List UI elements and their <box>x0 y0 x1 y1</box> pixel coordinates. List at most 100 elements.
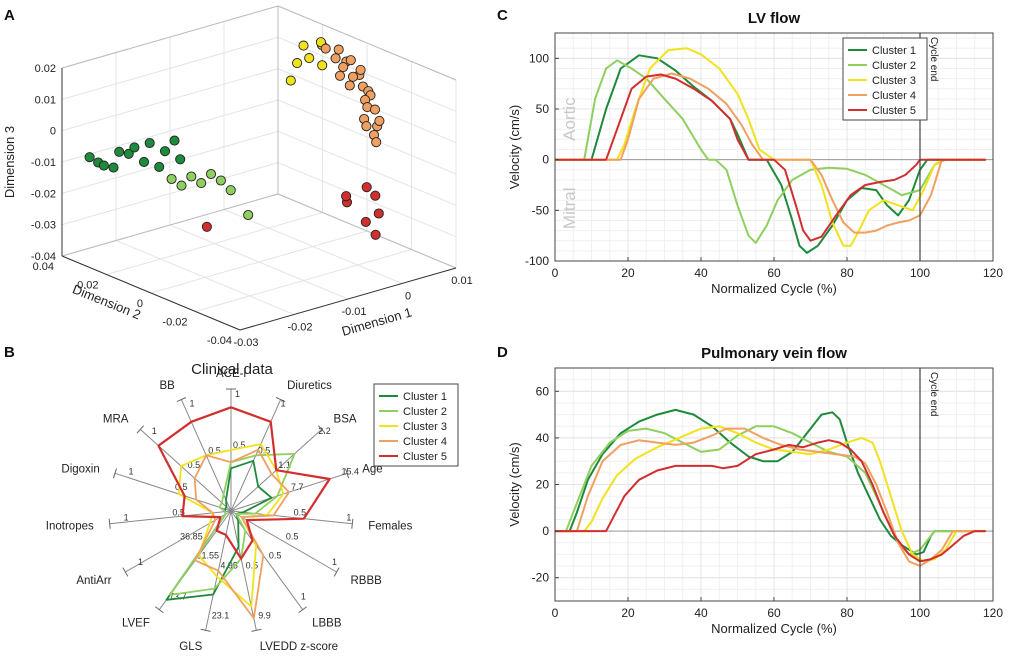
y-axis-label: Velocity (cm/s) <box>507 105 522 190</box>
legend-label-cluster-3: Cluster 3 <box>872 75 916 87</box>
y-tick-label: 0.02 <box>77 280 98 292</box>
panel-b-radar-chart: Clinical data 1 0.5 ACE-i 1 0.5 Diuretics 2.2 1.… <box>46 361 459 653</box>
y-tick-label: -20 <box>532 571 550 585</box>
scatter-point-cluster-4 <box>374 115 385 126</box>
radar-spoke-cap <box>112 468 117 479</box>
radar-spoke <box>114 472 232 512</box>
radar-axis-mid: 7.7 <box>291 482 304 492</box>
scatter-point-cluster-1 <box>84 152 95 163</box>
panel-d-pulmonary-vein-chart: Cycle end 0 20 40 60 80 100 120 -20 0 20 40 60 Pulmon… <box>507 345 1003 636</box>
x-tick-label: 80 <box>840 266 854 280</box>
radar-spoke-cap <box>345 468 350 479</box>
legend: Cluster 1 Cluster 2 Cluster 3 Cluster 4 Clus… <box>373 383 459 467</box>
x-tick-label: -0.03 <box>233 337 258 349</box>
y-axis-label: Dimension 2 <box>70 281 143 322</box>
x-tick-label: 40 <box>694 266 708 280</box>
legend-label-cluster-4: Cluster 4 <box>403 436 447 448</box>
scatter-point-cluster-2 <box>225 185 236 196</box>
radar-axis-label-gls: GLS <box>179 641 202 653</box>
y-tick-label: 100 <box>529 51 549 65</box>
cycle-end-label: Cycle end <box>928 372 939 416</box>
y-axis-label: Velocity (cm/s) <box>507 442 522 527</box>
z-tick-label: 0 <box>50 126 56 138</box>
radar-axis-mid: 0.5 <box>233 440 246 450</box>
radar-axis-label-ace-i: ACE-i <box>216 368 246 380</box>
scatter-point-cluster-5 <box>360 216 371 227</box>
radar-axis-max: 1 <box>235 389 240 399</box>
scatter-point-cluster-2 <box>166 173 177 185</box>
radar-spoke-cap <box>200 628 211 632</box>
y-tick-label: 0 <box>542 524 549 538</box>
radar-axis-label-lvedd-z-score: LVEDD z-score <box>260 641 338 653</box>
y-tick-label: 0 <box>137 298 143 310</box>
floor-grid-line <box>150 230 368 294</box>
scatter-point-cluster-1 <box>154 161 165 172</box>
scatter-point-cluster-3 <box>292 58 303 69</box>
y-tick-label: 0 <box>542 153 549 167</box>
radar-axis-max: 1 <box>189 399 194 409</box>
y-tick-label: -100 <box>525 254 549 268</box>
y-tick-label: 60 <box>536 384 550 398</box>
box-edge <box>61 5 279 69</box>
x-tick-label: 120 <box>983 606 1003 620</box>
scatter-point-cluster-1 <box>123 148 134 159</box>
radar-spoke-cap <box>108 518 111 529</box>
box-edge <box>277 5 457 81</box>
x-tick-label: 80 <box>840 606 854 620</box>
y-tick-label: -50 <box>532 203 550 217</box>
radar-axis-mid: 0.5 <box>188 460 201 470</box>
legend-label-cluster-2: Cluster 2 <box>403 406 447 418</box>
radar-spoke-cap <box>275 397 286 403</box>
x-tick-label: 20 <box>621 266 635 280</box>
radar-axis-mid: 0.5 <box>269 550 282 560</box>
radar-spoke <box>125 510 232 573</box>
radar-axis-max: 73.7 <box>169 592 187 602</box>
scatter-point-cluster-2 <box>196 178 207 189</box>
radar-axis-label-digoxin: Digoxin <box>61 463 99 475</box>
scatter-point-cluster-1 <box>175 154 186 165</box>
scatter-point-cluster-4 <box>369 104 381 115</box>
radar-axis-mid: 0.5 <box>172 507 185 517</box>
annotation-aortic: Aortic <box>560 97 579 141</box>
radar-axis-max: 1 <box>138 557 143 567</box>
radar-axis-max: 1 <box>281 399 286 409</box>
z-tick-label: -0.03 <box>31 220 56 232</box>
scatter-point-cluster-4 <box>371 137 382 148</box>
scatter-point-cluster-2 <box>186 171 197 182</box>
y-tick-label: 0.04 <box>33 261 54 273</box>
legend: Cluster 1 Cluster 2 Cluster 3 Cluster 4 Clus… <box>842 37 928 121</box>
y-tick-label: -0.02 <box>162 317 187 329</box>
radar-axis-max: 1 <box>346 513 351 523</box>
z-tick-label: -0.01 <box>31 157 56 169</box>
radar-axis-label-females: Females <box>368 520 412 532</box>
x-tick-label: -0.02 <box>287 322 312 334</box>
box-edge <box>277 193 457 269</box>
scatter-point-cluster-4 <box>330 53 341 64</box>
radar-spoke-cap <box>136 425 145 434</box>
radar-axis-max: 23.1 <box>212 611 230 621</box>
scatter-point-cluster-5 <box>373 208 384 219</box>
radar-axis-max: 1 <box>301 592 306 602</box>
cycle-end-label: Cycle end <box>928 37 939 81</box>
scatter-point-cluster-1 <box>98 160 109 171</box>
scatter-point-cluster-1 <box>169 135 180 146</box>
radar-axis-max: 2.2 <box>318 426 331 436</box>
radar-spoke-cap <box>317 425 326 434</box>
radar-axis-label-mra: MRA <box>103 414 129 426</box>
scatter-point-cluster-5 <box>370 190 381 201</box>
scatter-point-cluster-1 <box>138 156 150 167</box>
radar-axis-max: 9.9 <box>258 611 271 621</box>
scatter-point-cluster-1 <box>129 142 140 153</box>
radar-axis-label-antiarr: AntiArr <box>76 575 111 587</box>
x-tick-label: 100 <box>910 606 930 620</box>
floor-grid-line <box>195 249 412 312</box>
scatter-point-cluster-2 <box>176 180 187 191</box>
chart-title: Pulmonary vein flow <box>701 345 847 362</box>
series-line-cluster-4 <box>555 427 986 567</box>
z-tick-label: 0.01 <box>35 94 56 106</box>
scatter-point-cluster-5 <box>361 182 372 193</box>
legend-label-cluster-2: Cluster 2 <box>872 60 916 72</box>
x-tick-label: 120 <box>983 266 1003 280</box>
radar-axis-mid: 1.1 <box>278 460 291 470</box>
radar-axis-mid: 36.85 <box>180 532 203 542</box>
